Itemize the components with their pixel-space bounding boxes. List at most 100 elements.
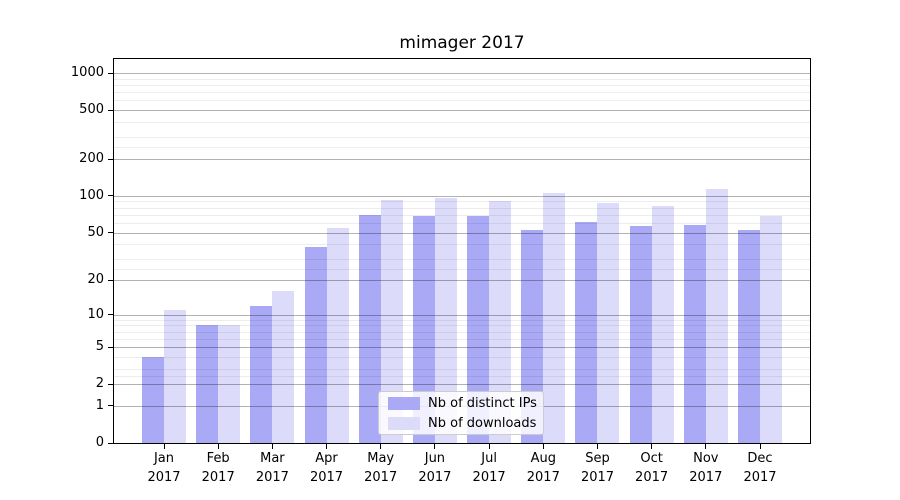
y-tick [108,346,114,348]
gridline-minor [114,78,810,80]
bar-ips-apr [304,246,327,443]
gridline-major [114,232,810,234]
bar-downloads-sep [597,203,620,443]
gridline-minor [114,268,810,270]
gridline-minor [114,356,810,358]
plot-area: Nb of distinct IPs Nb of downloads [113,58,811,444]
y-tick-label: 10 [87,306,104,322]
gridline-major [114,280,810,281]
gridline-major [114,159,810,160]
bar-downloads-aug [543,193,566,443]
gridline-minor [114,201,810,203]
y-tick [108,279,114,281]
bar-downloads-jun [434,198,457,443]
bar-ips-oct [629,225,652,443]
bar-ips-mar [250,305,273,443]
gridline-major [114,314,810,316]
x-tick [326,444,327,449]
gridline-major [114,73,810,74]
bar-downloads-apr [326,228,349,443]
x-tick [651,444,653,449]
bar-ips-jun [412,215,435,443]
gridline-minor [114,375,810,377]
x-tick-label: Nov 2017 [689,451,723,485]
y-tick [108,405,114,407]
x-tick [542,444,544,449]
bar-downloads-jul [489,200,512,443]
legend-item-distinct-ips: Nb of distinct IPs [388,395,537,411]
gridline-minor [114,338,810,340]
gridline-minor [114,207,810,209]
y-tick-label: 5 [95,339,104,355]
bar-downloads-dec [760,216,782,443]
x-tick-label: Mar 2017 [255,451,289,485]
gridline-minor [114,222,810,224]
x-tick [705,444,707,449]
bar-downloads-nov [705,188,728,443]
bar-ips-dec [738,230,760,443]
bar-ips-feb [196,325,219,443]
bar-ips-jan [142,356,164,443]
y-tick [108,195,114,197]
y-tick [108,158,114,160]
gridline-minor [114,122,810,123]
y-tick-label: 20 [87,272,104,287]
legend-label-downloads: Nb of downloads [428,415,537,431]
gridline-minor [114,325,810,327]
bar-downloads-jan [164,309,186,443]
gridline-minor [114,147,810,149]
y-tick [108,232,114,233]
gridline-major [114,384,810,386]
y-tick [108,109,114,111]
legend-label-distinct-ips: Nb of distinct IPs [428,395,537,411]
gridline-minor [114,368,810,370]
x-tick [597,444,598,449]
y-tick-label: 2 [95,376,104,392]
x-tick-label: Oct 2017 [635,451,669,485]
y-tick [108,442,114,444]
gridline-minor [114,85,810,86]
x-tick [488,444,490,449]
bar-downloads-mar [272,291,295,443]
x-tick-label: Dec 2017 [743,451,777,485]
y-tick-label: 0 [95,435,104,450]
bar-ips-nov [683,224,706,443]
y-tick-label: 200 [79,151,104,166]
x-tick-label: Jun 2017 [418,451,452,485]
x-tick [434,444,436,449]
x-tick-label: Feb 2017 [201,451,235,485]
y-tick [108,72,114,74]
bar-downloads-may [380,200,403,443]
y-tick-label: 50 [87,224,104,240]
gridline-minor [114,244,810,246]
gridline-major [114,195,810,197]
bar-ips-may [358,214,381,443]
x-tick [271,444,273,449]
y-tick-label: 1 [95,397,104,413]
bar-downloads-feb [218,325,241,443]
x-tick [163,444,165,449]
legend-item-downloads: Nb of downloads [388,415,537,431]
x-tick [380,444,382,449]
gridline-minor [114,92,810,94]
gridline-minor [114,331,810,333]
bar-downloads-oct [651,205,674,443]
x-tick-label: May 2017 [364,451,398,485]
x-tick-label: Jul 2017 [472,451,506,485]
legend: Nb of distinct IPs Nb of downloads [378,391,544,435]
gridline-minor [114,137,810,139]
y-tick [108,383,114,385]
legend-swatch-downloads [388,416,420,430]
legend-swatch-distinct-ips [388,396,420,410]
gridline-major [114,110,810,112]
y-tick-label: 100 [79,187,104,203]
x-tick-label: Apr 2017 [309,451,344,485]
y-tick-label: 1000 [70,65,104,80]
gridline-minor [114,100,810,102]
x-tick-label: Sep 2017 [580,451,615,485]
x-tick-label: Jan 2017 [147,451,181,485]
gridline-major [114,347,810,349]
gridline-minor [114,259,810,261]
x-tick [217,444,219,449]
